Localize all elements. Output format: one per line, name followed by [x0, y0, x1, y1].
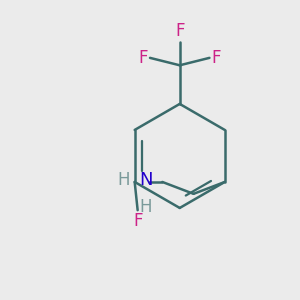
Text: F: F: [211, 49, 221, 67]
Text: N: N: [139, 172, 153, 190]
Text: H: H: [117, 172, 130, 190]
Text: F: F: [175, 22, 184, 40]
Text: F: F: [139, 49, 148, 67]
Text: H: H: [140, 198, 152, 216]
Text: F: F: [133, 212, 142, 230]
